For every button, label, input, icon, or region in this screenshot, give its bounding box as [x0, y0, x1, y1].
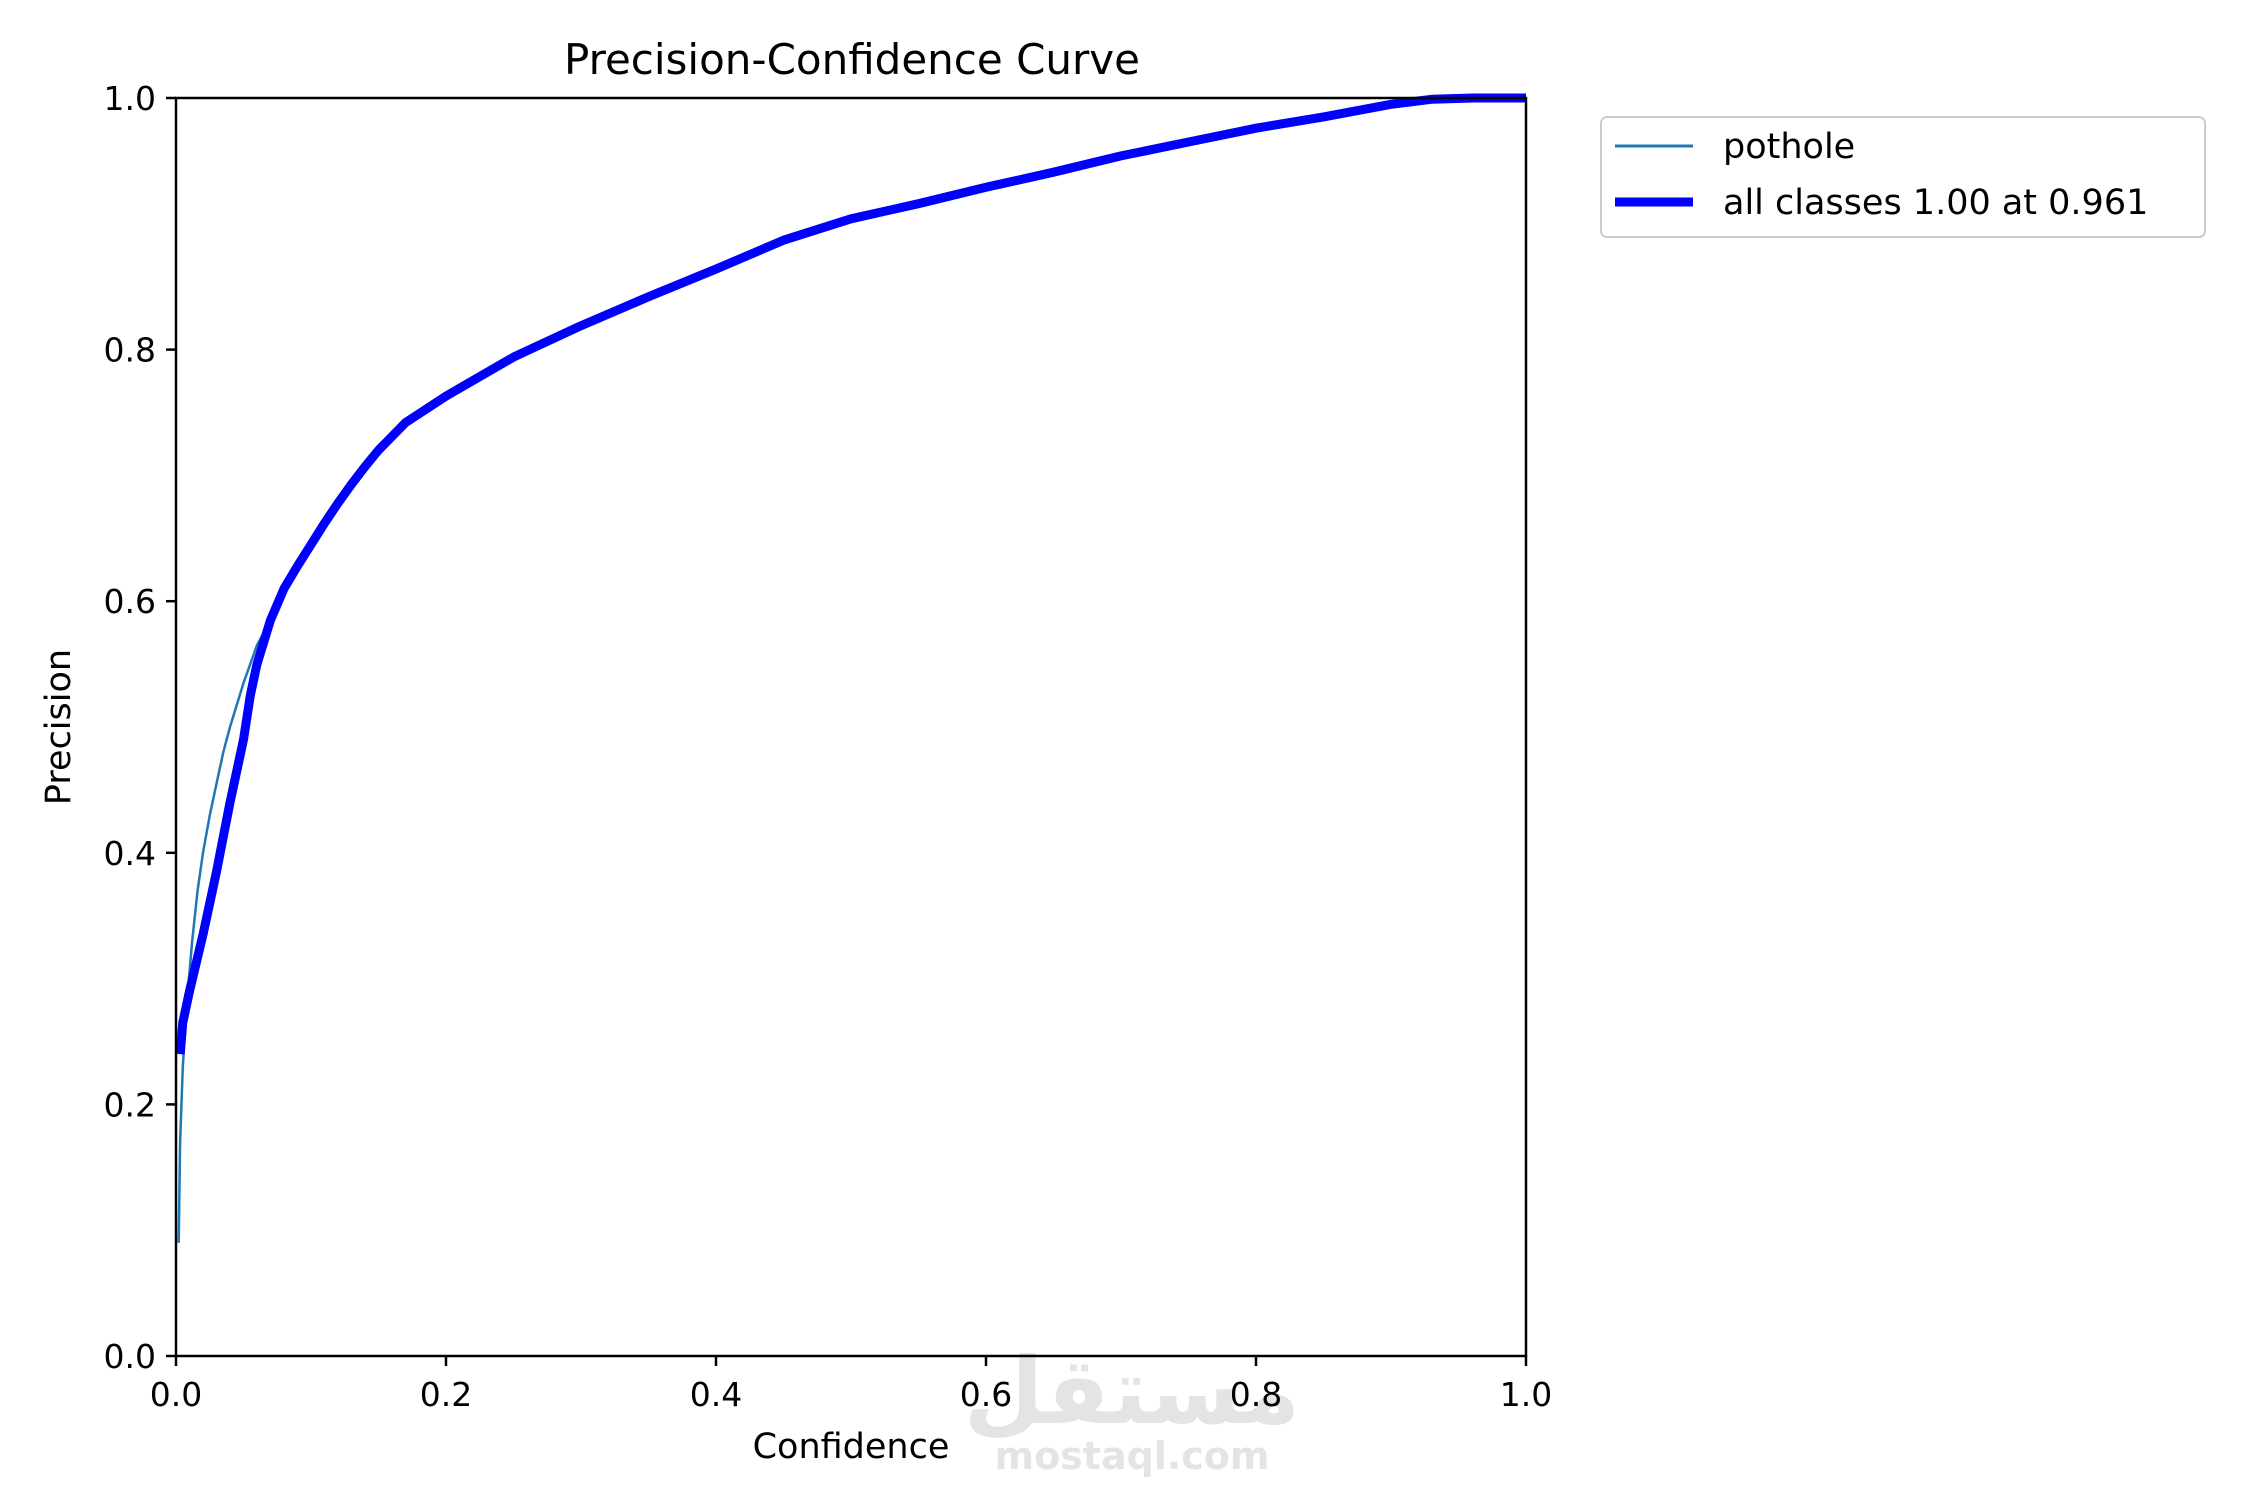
- x-axis-label: Confidence: [753, 1427, 950, 1467]
- series-layer: [175, 93, 1526, 1243]
- x-tick-label: 0.0: [150, 1375, 202, 1414]
- x-tick-label: 0.6: [960, 1375, 1012, 1414]
- x-axis: 0.0 0.2 0.4 0.6 0.8 1.0: [150, 1356, 1552, 1414]
- y-tick-label: 1.0: [104, 79, 156, 118]
- series-line-all-classes: [175, 93, 1526, 1055]
- x-tick-label: 0.8: [1230, 1375, 1282, 1414]
- watermark-latin: mostaql.com: [994, 1434, 1269, 1478]
- chart-title: Precision-Confidence Curve: [564, 35, 1140, 84]
- x-tick-label: 0.4: [690, 1375, 742, 1414]
- legend-label-all-classes: all classes 1.00 at 0.961: [1723, 183, 2148, 223]
- y-axis-label: Precision: [39, 649, 79, 805]
- legend-label-pothole: pothole: [1723, 127, 1855, 167]
- y-tick-label: 0.0: [104, 1337, 156, 1376]
- legend-box: [1600, 116, 2206, 238]
- x-tick-label: 0.2: [420, 1375, 472, 1414]
- y-tick-label: 0.4: [104, 834, 156, 873]
- y-axis: 0.0 0.2 0.4 0.6 0.8 1.0: [104, 79, 176, 1376]
- y-tick-label: 0.8: [104, 331, 156, 370]
- x-tick-label: 1.0: [1500, 1375, 1552, 1414]
- legend: pothole all classes 1.00 at 0.961: [1600, 116, 2206, 238]
- y-tick-label: 0.2: [104, 1085, 156, 1124]
- plot-frame: [174, 96, 1528, 1358]
- y-tick-label: 0.6: [104, 582, 156, 621]
